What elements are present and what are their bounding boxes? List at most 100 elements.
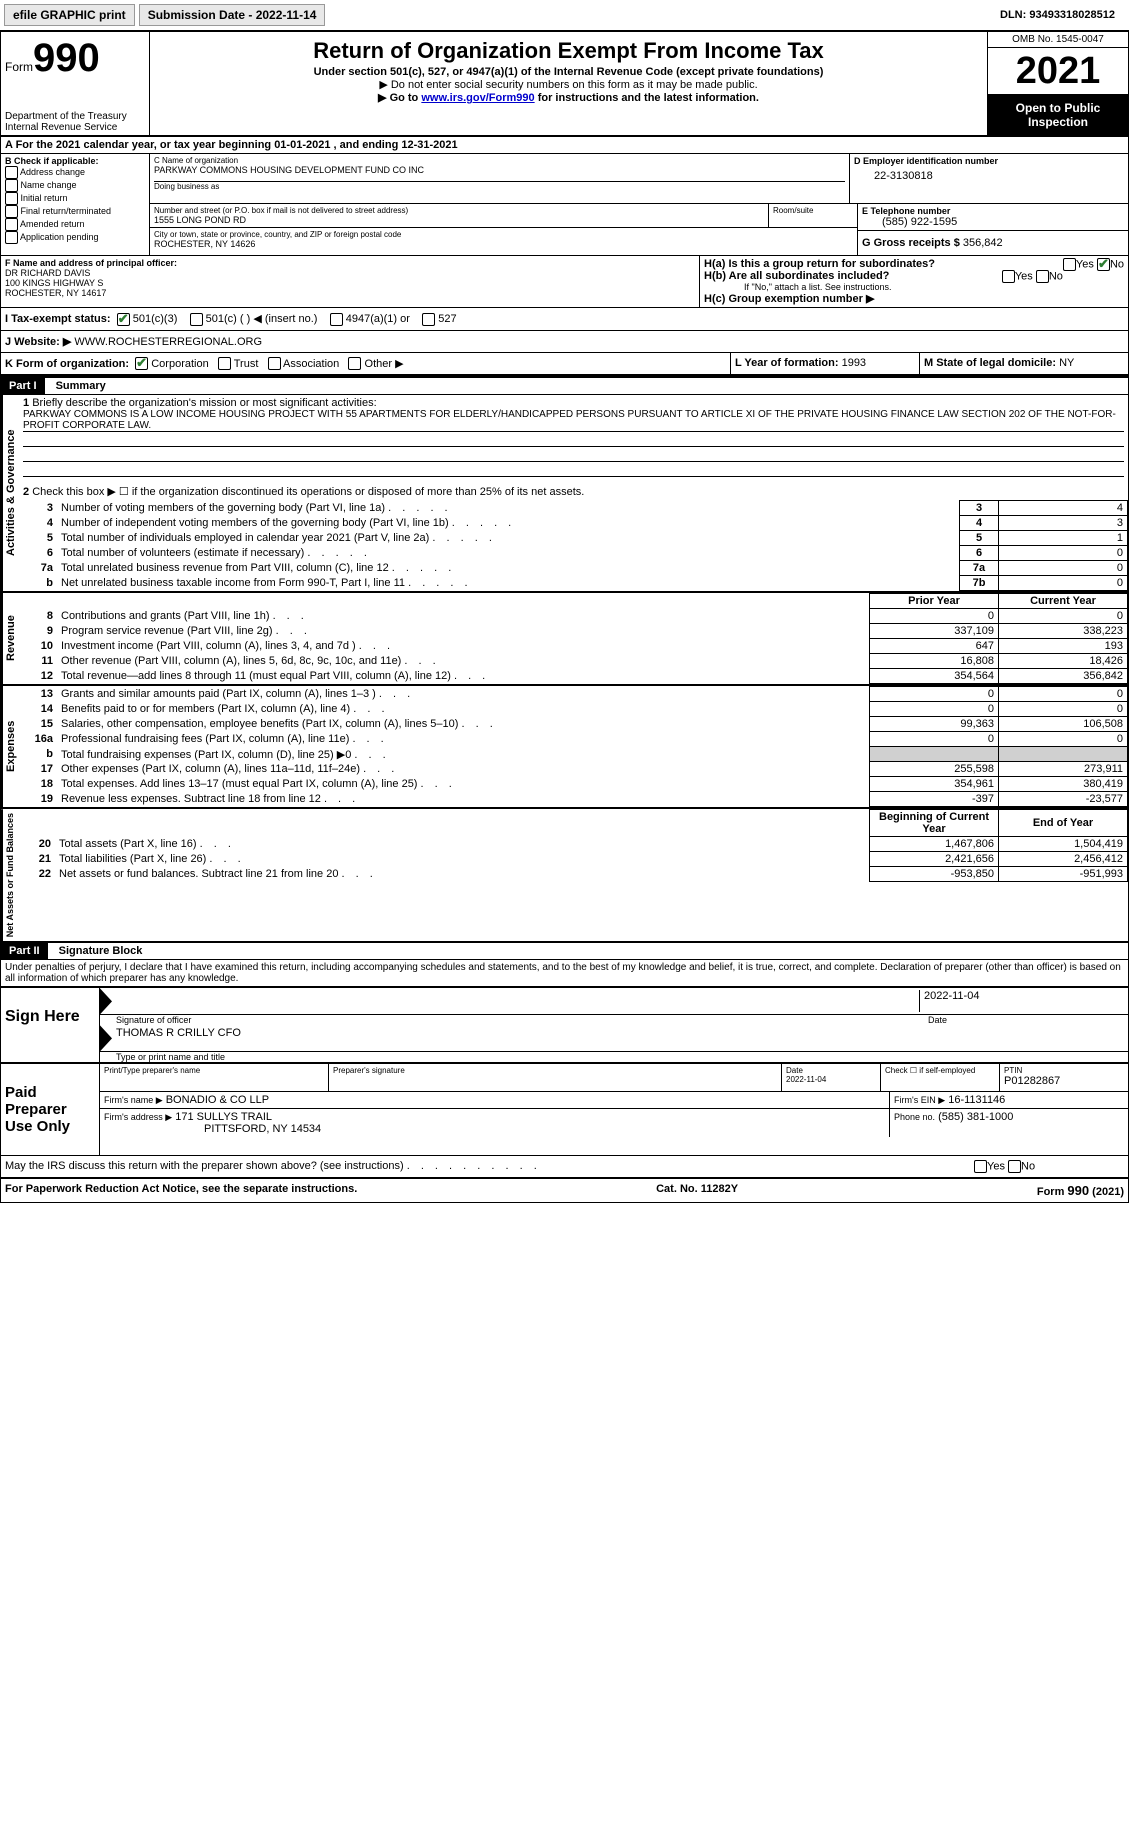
- tax-status-option[interactable]: 501(c)(3): [114, 313, 184, 325]
- org-info-row: B Check if applicable: Address change Na…: [1, 154, 1128, 256]
- form-org-option[interactable]: Other ▶: [342, 358, 406, 370]
- table-row: 18Total expenses. Add lines 13–17 (must …: [19, 777, 1128, 792]
- table-row: 5Total number of individuals employed in…: [19, 531, 1128, 546]
- ssn-note: ▶ Do not enter social security numbers o…: [158, 78, 979, 91]
- table-row: 13Grants and similar amounts paid (Part …: [19, 687, 1128, 702]
- self-employed: Check ☐ if self-employed: [885, 1066, 995, 1075]
- checkbox-item[interactable]: Address change: [5, 166, 145, 179]
- dept-treasury: Department of the Treasury: [5, 111, 127, 122]
- org-name-label: C Name of organization: [154, 156, 845, 165]
- label-net-assets: Net Assets or Fund Balances: [1, 809, 17, 941]
- firm-addr: 171 SULLYS TRAIL: [175, 1111, 272, 1123]
- goto-note: ▶ Go to www.irs.gov/Form990 for instruct…: [158, 91, 979, 104]
- officer-name: THOMAS R CRILLY CFO: [116, 1027, 241, 1039]
- officer-label: F Name and address of principal officer:…: [5, 258, 695, 298]
- tax-status-option[interactable]: 501(c) ( ) ◀ (insert no.): [183, 313, 323, 325]
- table-row: 12Total revenue—add lines 8 through 11 (…: [19, 669, 1128, 684]
- prep-date: 2022-11-04: [786, 1075, 876, 1084]
- dba-label: Doing business as: [154, 181, 845, 191]
- checkbox-item[interactable]: Amended return: [5, 218, 145, 231]
- table-row: 10Investment income (Part VIII, column (…: [19, 639, 1128, 654]
- checkbox-item[interactable]: Application pending: [5, 231, 145, 244]
- box-b-label: B Check if applicable:: [5, 156, 145, 166]
- table-row: 22Net assets or fund balances. Subtract …: [17, 867, 1128, 882]
- sig-officer-label: Signature of officer: [100, 1015, 924, 1025]
- table-row: 15Salaries, other compensation, employee…: [19, 717, 1128, 732]
- table-row: 14Benefits paid to or for members (Part …: [19, 702, 1128, 717]
- form-org-option[interactable]: Association: [261, 358, 342, 370]
- table-row: 11Other revenue (Part VIII, column (A), …: [19, 654, 1128, 669]
- addr-label: Number and street (or P.O. box if mail i…: [154, 206, 764, 215]
- paid-preparer: Paid Preparer Use Only: [1, 1064, 100, 1155]
- table-row: 4Number of independent voting members of…: [19, 516, 1128, 531]
- firm-phone: (585) 381-1000: [938, 1111, 1013, 1123]
- penalty-text: Under penalties of perjury, I declare th…: [1, 960, 1128, 986]
- label-expenses: Expenses: [1, 686, 19, 807]
- period-line: A For the 2021 calendar year, or tax yea…: [1, 137, 1128, 154]
- phone-value: (585) 922-1595: [862, 216, 1124, 228]
- form-org-option[interactable]: Trust: [212, 358, 262, 370]
- irs-label: Internal Revenue Service: [5, 122, 127, 133]
- city-value: ROCHESTER, NY 14626: [154, 239, 853, 249]
- label-revenue: Revenue: [1, 593, 19, 684]
- tax-status-option[interactable]: 527: [416, 313, 463, 325]
- table-row: 16aProfessional fundraising fees (Part I…: [19, 732, 1128, 747]
- label-activities-governance: Activities & Governance: [1, 395, 19, 591]
- h-c: H(c) Group exemption number ▶: [704, 292, 1124, 305]
- table-row: bNet unrelated business taxable income f…: [19, 576, 1128, 591]
- part2-header: Part II: [1, 943, 48, 959]
- table-row: 20Total assets (Part X, line 16) . . .1,…: [17, 837, 1128, 852]
- irs-link[interactable]: www.irs.gov/Form990: [421, 92, 534, 104]
- form-org-option[interactable]: Corporation: [132, 358, 212, 370]
- table-row: 8Contributions and grants (Part VIII, li…: [19, 609, 1128, 624]
- checkbox-item[interactable]: Name change: [5, 179, 145, 192]
- discuss-no[interactable]: [1008, 1160, 1021, 1173]
- submission-date[interactable]: Submission Date - 2022-11-14: [139, 4, 326, 26]
- tax-exempt-label: I Tax-exempt status:: [5, 313, 111, 325]
- city-label: City or town, state or province, country…: [154, 230, 853, 239]
- h-b: H(b) Are all subordinates included? Yes …: [704, 270, 1124, 282]
- sig-date: 2022-11-04: [919, 990, 1124, 1012]
- firm-ein: 16-1131146: [948, 1094, 1005, 1106]
- address: 1555 LONG POND RD: [154, 215, 764, 225]
- dln: DLN: 93493318028512: [1000, 9, 1125, 21]
- room-label: Room/suite: [773, 206, 853, 215]
- pra-notice: For Paperwork Reduction Act Notice, see …: [5, 1183, 357, 1198]
- h-a: H(a) Is this a group return for subordin…: [704, 258, 1124, 270]
- checkbox-item[interactable]: Final return/terminated: [5, 205, 145, 218]
- firm-city: PITTSFORD, NY 14534: [104, 1123, 321, 1135]
- gross-receipts: G Gross receipts $ 356,842: [858, 231, 1128, 255]
- part1-title: Summary: [48, 378, 114, 394]
- table-row: bTotal fundraising expenses (Part IX, co…: [19, 747, 1128, 762]
- efile-button[interactable]: efile GRAPHIC print: [4, 4, 135, 26]
- table-row: 17Other expenses (Part IX, column (A), l…: [19, 762, 1128, 777]
- tax-status-option[interactable]: 4947(a)(1) or: [324, 313, 417, 325]
- form-footer: Form 990 (2021): [1037, 1183, 1124, 1198]
- checkbox-item[interactable]: Initial return: [5, 192, 145, 205]
- form-990: Form990 Department of the Treasury Inter…: [0, 31, 1129, 1203]
- mission-label: Briefly describe the organization's miss…: [32, 397, 376, 409]
- mission-text: PARKWAY COMMONS IS A LOW INCOME HOUSING …: [23, 409, 1124, 432]
- table-row: 7aTotal unrelated business revenue from …: [19, 561, 1128, 576]
- discuss-question: May the IRS discuss this return with the…: [5, 1160, 974, 1173]
- table-row: 6Total number of volunteers (estimate if…: [19, 546, 1128, 561]
- form-org-label: K Form of organization:: [5, 358, 129, 370]
- omb-number: OMB No. 1545-0047: [988, 32, 1128, 48]
- part1-header: Part I: [1, 378, 45, 394]
- ptin: P01282867: [1004, 1075, 1124, 1087]
- line2: Check this box ▶ ☐ if the organization d…: [32, 486, 584, 498]
- h-note: If "No," attach a list. See instructions…: [704, 282, 1124, 292]
- form-title: Return of Organization Exempt From Incom…: [158, 38, 979, 64]
- phone-label: E Telephone number: [862, 206, 1124, 216]
- type-name-label: Type or print name and title: [100, 1052, 1128, 1062]
- discuss-yes[interactable]: [974, 1160, 987, 1173]
- table-row: 19Revenue less expenses. Subtract line 1…: [19, 792, 1128, 807]
- ein-value: 22-3130818: [854, 166, 1124, 182]
- part2-title: Signature Block: [51, 943, 151, 959]
- table-row: 21Total liabilities (Part X, line 26) . …: [17, 852, 1128, 867]
- tax-year: 2021: [988, 48, 1128, 95]
- website-value: WWW.ROCHESTERREGIONAL.ORG: [74, 336, 262, 348]
- form-header: Form990 Department of the Treasury Inter…: [1, 32, 1128, 137]
- ein-label: D Employer identification number: [854, 156, 1124, 166]
- form-subtitle: Under section 501(c), 527, or 4947(a)(1)…: [158, 66, 979, 78]
